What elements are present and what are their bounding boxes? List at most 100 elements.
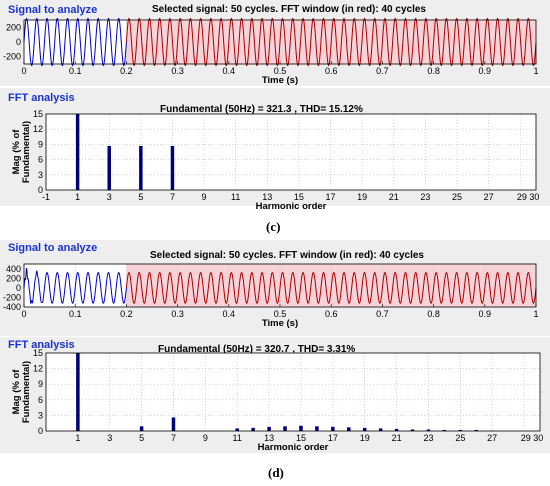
fft-ylabel: Mag (% ofFundamental): [11, 361, 32, 423]
signal-xtick-label: 0.4: [223, 309, 236, 319]
fft-bar-h20: [378, 428, 383, 431]
fft-xtick-label: 17: [326, 192, 336, 202]
fft-xtick-label: 13: [264, 433, 274, 443]
signal-xtick-label: 0.1: [69, 66, 82, 76]
fft-xtick-label: 23: [420, 192, 430, 202]
fft-bar-h5: [139, 145, 143, 190]
fft-plot-area: [46, 114, 536, 190]
signal-title-c: Signal to analyze: [8, 4, 98, 16]
fft-bar-h1: [75, 114, 80, 190]
fft-ylabel: Mag (% ofFundamental): [11, 121, 32, 183]
fft-xlabel: Harmonic order: [258, 442, 329, 453]
fft-bar-h3: [107, 145, 111, 190]
fft-bar-h16: [315, 426, 319, 431]
fft-ytick-label: 12: [33, 124, 43, 134]
fft-title-c: FFT analysis: [8, 92, 75, 104]
signal-title-d: Signal to analyze: [8, 242, 98, 254]
signal-xtick-label: 0.9: [479, 66, 492, 76]
fft-bar-h13: [267, 426, 271, 431]
fft-xtick-label: 27: [487, 433, 497, 443]
fft-ytick-label: 6: [38, 155, 43, 165]
signal-ytick-label: -200: [3, 52, 21, 62]
fft-xtick-label: 25: [452, 192, 462, 202]
caption-c: (c): [266, 219, 281, 234]
fft-bar-h11: [235, 428, 239, 431]
caption-d: (d): [268, 465, 284, 480]
signal-xtick-label: 0.3: [171, 66, 184, 76]
fft-bar-h1: [76, 353, 80, 431]
fft-xtick-label: 25: [455, 433, 465, 443]
fft-bar-h23: [426, 429, 431, 431]
fft-xtick-label: 21: [389, 192, 399, 202]
fft-xtick-label: 17: [328, 433, 338, 443]
signal-xtick-label: 1: [533, 66, 538, 76]
fft-xtick-label: 23: [423, 433, 433, 443]
signal-xtick-label: 0: [21, 66, 26, 76]
fft-bar-h25: [458, 429, 463, 431]
fft-ytick-label: 9: [38, 379, 43, 389]
fft-xtick-label: 11: [231, 192, 240, 202]
signal-xtick-label: 0.5: [274, 309, 287, 319]
fft-bar-h15: [299, 425, 303, 431]
fft-ytick-label: 12: [33, 364, 43, 374]
fft-bar-h14: [283, 426, 287, 431]
fft-xtick-label: 5: [139, 433, 144, 443]
fft-xtick-label: 15: [296, 433, 306, 443]
signal-xtick-label: 0.2: [120, 66, 133, 76]
fft-ytick-label: 9: [38, 139, 43, 149]
signal-ytick-label: 0: [16, 283, 21, 293]
fft-bar-h7: [171, 417, 176, 431]
signal-ytick-label: 400: [6, 264, 21, 274]
fft-ytick-label: 6: [38, 395, 43, 405]
signal-ytick-label: 0: [16, 37, 21, 47]
signal-xtick-label: 0.2: [120, 309, 133, 319]
fft-bar-h12: [251, 427, 255, 431]
fft-ytick-label: 15: [33, 348, 43, 358]
fft-xtick-label: 19: [360, 433, 370, 443]
selection-text-c: Selected signal: 50 cycles. FFT window (…: [152, 4, 426, 15]
signal-xtick-label: 1: [533, 309, 538, 319]
fft-xtick-label: 9: [202, 192, 207, 202]
fft-xtick-label: 1: [75, 433, 80, 443]
fft-xtick-label: 3: [107, 433, 112, 443]
fft-ytick-label: 3: [38, 170, 43, 180]
fft-bar-h26: [474, 429, 479, 431]
fft-xtick-label: 19: [357, 192, 367, 202]
fft-xtick-label: -1: [42, 192, 50, 202]
fft-frame: [45, 352, 541, 432]
fft-title-d: FFT analysis: [8, 339, 75, 351]
fft-ylabel-group: Mag (% ofFundamental): [11, 361, 32, 423]
fft-bar-h19: [362, 427, 367, 431]
signal-ytick-label: -200: [3, 292, 21, 302]
signal-xtick-label: 0.7: [376, 309, 389, 319]
selection-text-d: Selected signal: 50 cycles. FFT window (…: [150, 250, 424, 261]
fft-xtick-label: 21: [392, 433, 402, 443]
fft-xtick-label: 11: [233, 433, 242, 443]
signal-trace-red: [125, 271, 537, 304]
signal-xtick-label: 0.8: [427, 309, 440, 319]
fft-ytick-label: 3: [38, 410, 43, 420]
fft-xtick-label: 7: [170, 192, 175, 202]
fft-ytick-label: 0: [38, 426, 43, 436]
fft-xlabel: Harmonic order: [256, 201, 327, 212]
fft-bar-h7: [170, 145, 175, 190]
fft-xtick-label: 5: [138, 192, 143, 202]
signal-xtick-label: 0.8: [427, 66, 440, 76]
signal-xtick-label: 0.9: [479, 309, 492, 319]
fft-result-d: Fundamental (50Hz) = 320.7 , THD= 3.31%: [158, 344, 356, 355]
fft-bar-h24: [442, 429, 447, 431]
fft-result-c: Fundamental (50Hz) = 321.3 , THD= 15.12%: [160, 104, 363, 115]
signal-ytick-label: -400: [3, 302, 21, 312]
fft-bar-h5: [139, 426, 144, 431]
signal-xlabel: Time (s): [262, 75, 298, 86]
signal-trace-blue: [23, 17, 127, 67]
signal-xtick-label: 0.7: [376, 66, 389, 76]
fft-bar-h18: [347, 427, 351, 431]
fft-ylabel-group: Mag (% ofFundamental): [11, 121, 32, 183]
signal-xtick-label: 0.1: [69, 309, 82, 319]
signal-xtick-label: 0.5: [274, 66, 287, 76]
fft-xtick-label: 7: [171, 433, 176, 443]
signal-ytick-label: 200: [6, 22, 21, 32]
fft-frame: [45, 113, 537, 191]
